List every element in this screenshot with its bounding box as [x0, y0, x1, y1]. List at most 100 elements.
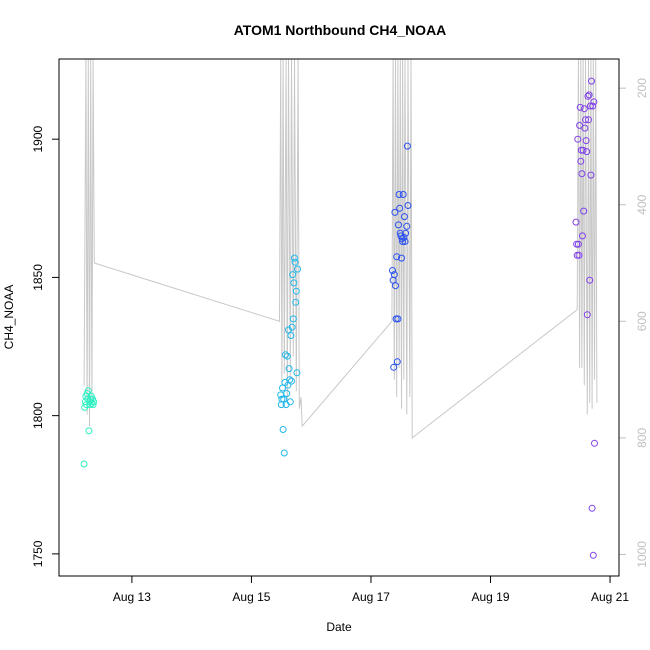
data-point	[80, 460, 88, 468]
plot-frame	[58, 58, 620, 577]
data-point	[578, 170, 586, 178]
y-tick-label: 1800	[31, 402, 45, 429]
data-point	[401, 238, 409, 245]
data-point	[292, 287, 300, 295]
data-point	[403, 142, 411, 150]
data-point	[283, 390, 291, 397]
data-point	[580, 207, 588, 215]
data-point	[283, 352, 291, 360]
data-point	[585, 91, 593, 99]
series-2	[277, 254, 301, 457]
series-1	[80, 387, 98, 468]
data-point	[404, 202, 412, 209]
data-point	[588, 77, 595, 85]
data-point	[583, 311, 591, 319]
data-point	[291, 254, 298, 262]
y2-tick-label: 200	[635, 78, 649, 98]
data-point	[290, 279, 298, 287]
data-point	[585, 116, 592, 124]
data-point	[289, 271, 297, 279]
data-point	[285, 365, 293, 373]
data-point	[85, 427, 93, 435]
data-point	[293, 369, 301, 377]
y-axis-label: CH4_NOAA	[2, 285, 16, 350]
chart-title: ATOM1 Northbound CH4_NOAA	[234, 22, 447, 38]
data-point	[292, 298, 300, 306]
data-point	[575, 251, 583, 259]
data-point	[279, 426, 287, 433]
data-point	[399, 238, 407, 245]
x-tick-label: Aug 17	[352, 590, 390, 604]
data-point	[393, 253, 401, 261]
data-point	[280, 449, 288, 457]
data-point	[574, 240, 582, 248]
x-tick-label: Aug 15	[232, 590, 270, 604]
y2-tick-label: 400	[635, 194, 649, 214]
series-4	[572, 77, 598, 559]
data-point	[395, 191, 403, 198]
data-point	[580, 105, 588, 113]
data-point	[291, 258, 299, 266]
data-point	[90, 398, 98, 406]
data-point	[395, 221, 402, 229]
data-point	[579, 232, 586, 240]
data-point	[590, 98, 598, 106]
data-point	[288, 323, 296, 331]
data-point	[398, 254, 405, 262]
x-axis-label: Date	[326, 620, 352, 634]
data-point	[579, 146, 587, 154]
data-point	[589, 551, 597, 559]
data-point	[391, 208, 399, 216]
x-tick-label: Aug 19	[471, 590, 509, 604]
data-point	[582, 137, 590, 145]
data-point	[288, 377, 295, 385]
x-tick-label: Aug 13	[113, 590, 151, 604]
data-point	[400, 233, 408, 241]
data-point	[84, 387, 92, 395]
data-point	[576, 121, 584, 129]
data-point	[572, 218, 580, 226]
y-tick-label: 1750	[31, 540, 45, 567]
scatter-points-layer	[80, 77, 598, 559]
data-point	[581, 124, 589, 132]
y-tick-label: 1850	[31, 264, 45, 291]
y2-tick-label: 600	[635, 311, 649, 331]
data-point	[576, 103, 584, 111]
data-point	[399, 191, 407, 198]
data-point	[587, 171, 595, 179]
data-point	[392, 282, 399, 290]
y2-tick-label: 800	[635, 428, 649, 448]
data-point	[390, 271, 398, 279]
data-point	[287, 332, 295, 339]
data-point	[589, 102, 597, 110]
y2-tick-label: 1000	[635, 541, 649, 568]
data-point	[394, 315, 402, 323]
data-point	[586, 102, 594, 110]
data-point	[588, 504, 596, 512]
data-point	[574, 135, 582, 143]
data-point	[289, 315, 297, 323]
data-point	[582, 116, 589, 124]
data-point	[89, 401, 97, 409]
data-point	[403, 222, 411, 230]
axes-layer: Aug 13 Aug 15 Aug 17 Aug 19 Aug 21 1750 1800 18…	[31, 78, 649, 604]
data-point	[586, 276, 594, 284]
data-point	[584, 92, 592, 100]
data-point	[396, 204, 404, 212]
data-point	[286, 398, 294, 406]
y-tick-label: 1900	[31, 126, 45, 153]
data-point	[390, 363, 398, 371]
data-point	[294, 265, 301, 273]
data-point	[393, 358, 401, 366]
data-point	[389, 267, 396, 274]
series-3	[389, 142, 412, 371]
altitude-trace-layer	[83, 58, 598, 439]
data-point	[88, 399, 96, 407]
altitude-trace-line	[83, 58, 598, 439]
data-point	[286, 376, 294, 384]
data-point	[591, 439, 598, 447]
data-point	[400, 213, 408, 221]
data-point	[282, 351, 289, 359]
